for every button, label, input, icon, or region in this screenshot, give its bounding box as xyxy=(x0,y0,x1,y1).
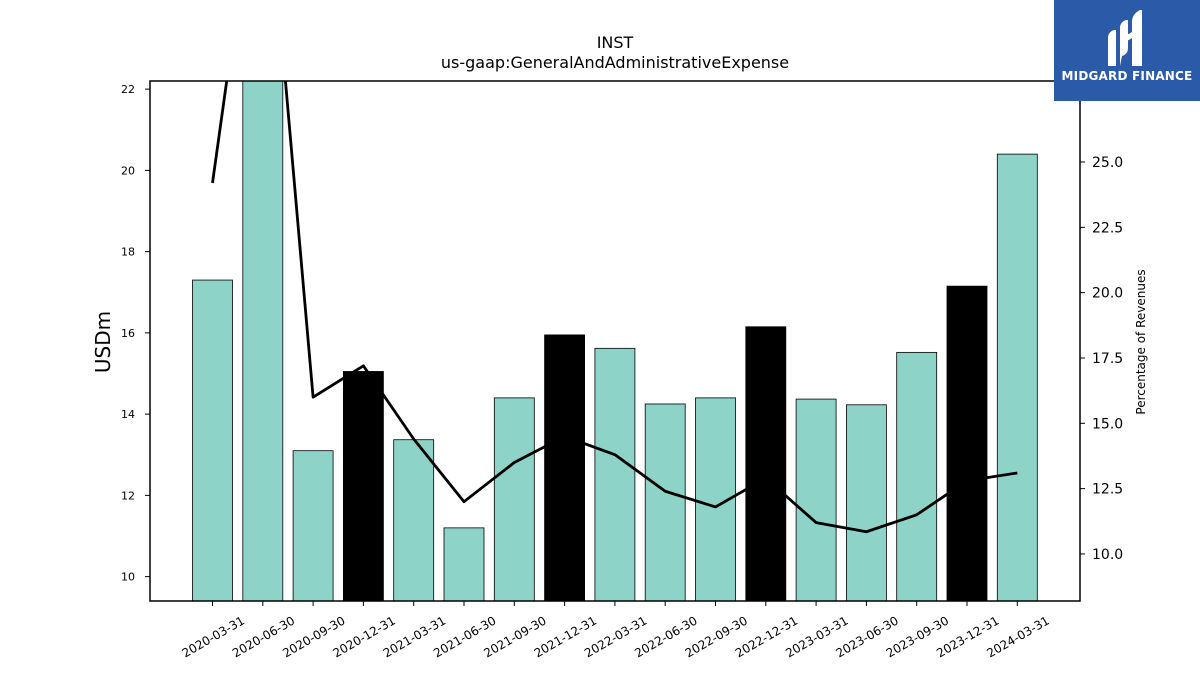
bar-2020-09-30 xyxy=(292,450,334,601)
y2-tick-label: 22.5 xyxy=(1092,220,1123,236)
chart-title: INST xyxy=(597,33,634,52)
bar-2023-09-30 xyxy=(896,351,938,601)
y-tick-label: 22 xyxy=(121,83,135,96)
bar-2021-06-30 xyxy=(443,527,485,601)
bar-2023-12-31 xyxy=(946,285,988,601)
bar-2022-06-30 xyxy=(644,403,686,601)
y2-tick-label: 25.0 xyxy=(1092,155,1123,171)
bar-2024-03-31 xyxy=(996,153,1038,601)
bars xyxy=(192,81,1038,601)
chart-subtitle: us-gaap:GeneralAndAdministrativeExpense xyxy=(441,53,789,72)
bar-2020-12-31 xyxy=(342,371,384,601)
y2-tick-label: 20.0 xyxy=(1092,286,1123,302)
y-axis-right: 10.0 12.5 15.0 17.5 20.0 22.5 25.0 xyxy=(1080,155,1123,563)
bar-2023-06-30 xyxy=(846,404,887,601)
y2-tick-label: 15.0 xyxy=(1092,416,1123,432)
brand-logo: MIDGARD FINANCE xyxy=(1054,0,1200,101)
logo-text: MIDGARD FINANCE xyxy=(1061,69,1193,83)
y-tick-label: 20 xyxy=(121,164,135,177)
bar-2020-06-30 xyxy=(242,81,284,601)
bar-2020-03-31 xyxy=(192,279,233,601)
y2-axis-label: Percentage of Revenues xyxy=(1134,269,1148,414)
bar-2023-03-31 xyxy=(795,398,837,601)
y-tick-label: 14 xyxy=(121,408,135,421)
y-tick-label: 12 xyxy=(121,489,135,502)
x-axis: 2020-03-312020-06-302020-09-302020-12-31… xyxy=(180,601,1052,660)
y-tick-label: 16 xyxy=(121,327,135,340)
bar-2022-03-31 xyxy=(594,347,636,601)
bar-2021-03-31 xyxy=(393,439,435,601)
y-axis-label: USDm xyxy=(91,311,115,373)
y-tick-label: 18 xyxy=(121,246,135,259)
y-tick-label: 10 xyxy=(121,571,135,584)
y2-tick-label: 12.5 xyxy=(1092,482,1123,498)
bar-2022-12-31 xyxy=(745,326,787,601)
y2-tick-label: 10.0 xyxy=(1092,547,1123,563)
logo-mark-icon xyxy=(1108,10,1142,66)
y2-tick-label: 17.5 xyxy=(1092,351,1123,367)
y-axis-left: 10 12 14 16 18 20 22 xyxy=(121,83,150,584)
percentage-line-path xyxy=(211,81,1018,534)
percentage-line xyxy=(211,81,1018,534)
bar-2021-12-31 xyxy=(544,334,585,601)
bar-2021-09-30 xyxy=(493,397,535,601)
